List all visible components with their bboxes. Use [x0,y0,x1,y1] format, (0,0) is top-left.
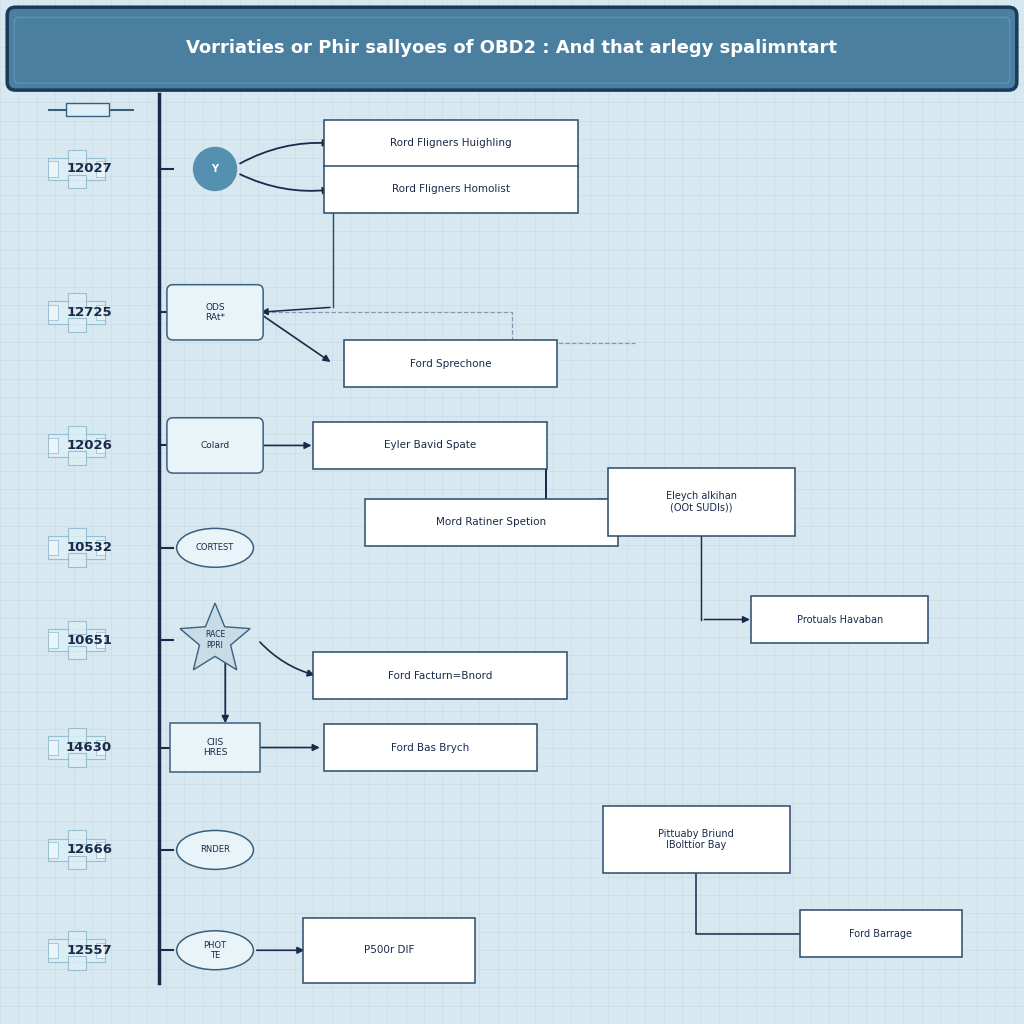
FancyBboxPatch shape [48,839,105,861]
Text: 12557: 12557 [67,944,112,956]
FancyBboxPatch shape [324,166,578,213]
Text: 12666: 12666 [67,844,112,856]
FancyBboxPatch shape [96,541,105,555]
FancyBboxPatch shape [751,596,928,643]
Text: 14630: 14630 [66,741,113,754]
Text: P500r DIF: P500r DIF [364,945,415,955]
FancyBboxPatch shape [68,855,86,869]
FancyBboxPatch shape [48,537,105,559]
Ellipse shape [176,830,254,869]
FancyBboxPatch shape [68,451,86,465]
FancyBboxPatch shape [170,723,260,772]
Text: Colard: Colard [201,441,229,450]
FancyBboxPatch shape [48,541,57,555]
FancyBboxPatch shape [48,158,105,180]
FancyBboxPatch shape [96,633,105,647]
Text: Mord Ratiner Spetion: Mord Ratiner Spetion [436,517,547,527]
Polygon shape [180,603,250,670]
FancyBboxPatch shape [324,724,537,771]
FancyBboxPatch shape [344,340,557,387]
FancyBboxPatch shape [48,162,57,176]
FancyBboxPatch shape [800,910,962,957]
Text: Vorriaties or Phir sallyoes of OBD2 : And that arlegy spalimntart: Vorriaties or Phir sallyoes of OBD2 : An… [186,39,838,57]
FancyBboxPatch shape [66,103,109,116]
FancyBboxPatch shape [96,943,105,957]
Text: Eyler Bavid Spate: Eyler Bavid Spate [384,440,476,451]
FancyBboxPatch shape [313,422,547,469]
Text: Eleych alkihan
(OOt SUDIs)): Eleych alkihan (OOt SUDIs)) [666,490,737,513]
Text: 12026: 12026 [67,439,112,452]
FancyBboxPatch shape [303,918,475,983]
FancyBboxPatch shape [96,740,105,755]
FancyBboxPatch shape [68,150,86,164]
FancyBboxPatch shape [48,305,57,319]
FancyBboxPatch shape [68,528,86,543]
Ellipse shape [176,931,254,970]
FancyBboxPatch shape [48,736,105,759]
FancyBboxPatch shape [324,120,578,167]
Text: Rord Fligners Huighling: Rord Fligners Huighling [390,138,511,148]
FancyBboxPatch shape [68,830,86,845]
Text: Ford Bas Brych: Ford Bas Brych [391,742,469,753]
Text: Rord Fligners Homolist: Rord Fligners Homolist [391,184,510,195]
Text: v: v [222,461,228,471]
Text: Ford Sprechone: Ford Sprechone [410,358,492,369]
Text: Y: Y [212,164,218,174]
FancyBboxPatch shape [48,939,105,962]
FancyBboxPatch shape [68,174,86,188]
FancyBboxPatch shape [608,468,795,536]
FancyBboxPatch shape [96,305,105,319]
FancyBboxPatch shape [48,843,57,857]
Text: RACE
PPRI: RACE PPRI [205,631,225,649]
FancyBboxPatch shape [48,740,57,755]
FancyBboxPatch shape [96,162,105,176]
FancyBboxPatch shape [68,728,86,742]
Text: Protuals Havaban: Protuals Havaban [797,614,883,625]
FancyBboxPatch shape [68,426,86,440]
FancyBboxPatch shape [167,285,263,340]
Text: CORTEST: CORTEST [196,544,234,552]
FancyBboxPatch shape [14,17,1010,83]
Text: CIIS
HRES: CIIS HRES [203,738,227,757]
Text: 12725: 12725 [67,306,112,318]
FancyBboxPatch shape [68,645,86,659]
Text: 10532: 10532 [67,542,112,554]
Text: 10651: 10651 [67,634,112,646]
Text: 12027: 12027 [67,163,112,175]
FancyBboxPatch shape [96,438,105,453]
FancyBboxPatch shape [68,931,86,945]
FancyBboxPatch shape [7,7,1017,90]
Text: PHOT
TE: PHOT TE [204,941,226,959]
FancyBboxPatch shape [602,806,791,873]
FancyBboxPatch shape [68,317,86,332]
FancyBboxPatch shape [96,843,105,857]
FancyBboxPatch shape [68,955,86,970]
FancyBboxPatch shape [48,434,105,457]
Text: Pittuaby Briund
IBolttior Bay: Pittuaby Briund IBolttior Bay [658,828,734,851]
Text: Ford Barrage: Ford Barrage [849,929,912,939]
Text: Ford Facturn=Bnord: Ford Facturn=Bnord [388,671,493,681]
FancyBboxPatch shape [167,418,263,473]
FancyBboxPatch shape [48,629,105,651]
Text: ODS
RAt*: ODS RAt* [205,303,225,322]
FancyBboxPatch shape [365,499,618,546]
FancyBboxPatch shape [313,652,567,699]
FancyBboxPatch shape [48,943,57,957]
Circle shape [194,147,237,190]
FancyBboxPatch shape [68,753,86,767]
FancyBboxPatch shape [68,621,86,635]
FancyBboxPatch shape [68,553,86,567]
FancyBboxPatch shape [48,438,57,453]
FancyBboxPatch shape [68,293,86,307]
FancyBboxPatch shape [48,301,105,324]
FancyBboxPatch shape [48,633,57,647]
Text: RNDER: RNDER [200,846,230,854]
Ellipse shape [176,528,254,567]
